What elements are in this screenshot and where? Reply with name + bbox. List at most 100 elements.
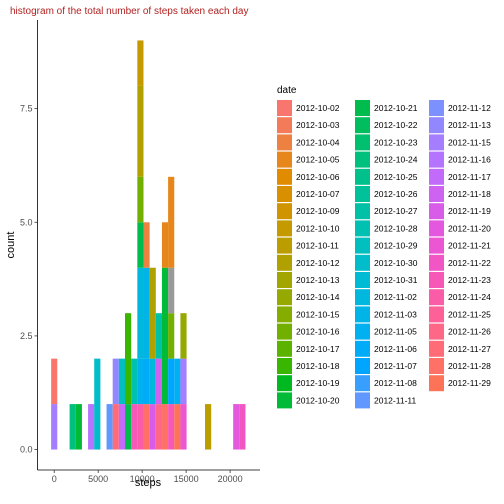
legend-label: 2012-10-04: [296, 137, 340, 147]
histogram-bar-segment: [143, 222, 150, 268]
histogram-bar-segment: [180, 404, 187, 450]
histogram-bar-segment: [51, 358, 58, 405]
legend-key: [355, 254, 370, 271]
legend-key: [429, 100, 444, 116]
legend-label: 2012-10-03: [296, 120, 340, 130]
legend-label: 2012-10-19: [296, 378, 340, 388]
legend-key: [277, 134, 292, 151]
legend-label: 2012-10-14: [296, 292, 340, 302]
histogram-bar-segment: [161, 404, 169, 450]
histogram-bar-segment: [174, 358, 181, 405]
legend-key: [277, 272, 292, 288]
histogram-bar-segment: [125, 404, 132, 450]
histogram-bar-segment: [161, 267, 169, 405]
x-tick-label: 15000: [174, 474, 199, 484]
x-tick-label: 20000: [218, 474, 243, 484]
histogram-bar-segment: [137, 267, 144, 359]
legend-key: [277, 151, 292, 168]
legend-key: [277, 289, 292, 306]
legend-label: 2012-11-02: [374, 292, 417, 302]
legend-label: 2012-11-22: [448, 258, 491, 268]
histogram-bar-segment: [131, 358, 138, 405]
histogram-bar-segment: [125, 313, 132, 405]
legend-label: 2012-11-24: [448, 292, 491, 302]
legend-key: [277, 340, 292, 357]
y-axis-ticks: 0.0 2.5 5.0 7.5: [20, 104, 38, 455]
legend-label: 2012-11-17: [448, 172, 491, 182]
legend-label: 2012-10-18: [296, 361, 340, 371]
x-tick-label: 0: [52, 474, 57, 484]
histogram-bar-segment: [137, 404, 144, 450]
y-tick-label: 5.0: [20, 217, 33, 227]
legend-label: 2012-10-17: [296, 344, 340, 354]
legend-key: [429, 117, 444, 134]
legend-key: [429, 203, 444, 220]
legend-key: [429, 254, 444, 271]
histogram-bar-segment: [112, 358, 119, 405]
legend-key: [429, 340, 444, 357]
legend-label: 2012-10-27: [374, 206, 418, 216]
histogram-bar-segment: [174, 404, 181, 450]
x-tick-label: 5000: [88, 474, 108, 484]
legend-label: 2012-11-08: [374, 378, 417, 388]
legend-label: 2012-11-16: [448, 155, 491, 165]
legend: date 2012-10-02 2012-10-03 2012-10-04 2012-…: [277, 85, 491, 409]
histogram-bar-segment: [137, 358, 144, 405]
histogram-bar-segment: [88, 404, 95, 450]
histogram-bar-segment: [161, 222, 169, 268]
legend-label: 2012-10-16: [296, 327, 340, 337]
histogram-bar-segment: [180, 313, 187, 359]
y-axis-title: count: [5, 232, 17, 259]
legend-key: [277, 237, 292, 254]
histogram-bar-segment: [155, 313, 162, 359]
legend-key: [355, 220, 370, 237]
legend-label: 2012-11-11: [374, 395, 416, 405]
legend-key: [277, 392, 292, 409]
histogram-bar-segment: [143, 358, 150, 405]
legend-key: [429, 272, 444, 288]
legend-key: [355, 272, 370, 288]
legend-label: 2012-11-03: [374, 309, 417, 319]
legend-key: [355, 375, 370, 392]
legend-key: [355, 134, 370, 151]
histogram-bar-segment: [112, 404, 119, 450]
histogram-bar-segment: [155, 404, 162, 450]
legend-key: [277, 186, 292, 202]
histogram-bar-segment: [143, 404, 150, 450]
legend-key: [429, 306, 444, 323]
histogram-bar-segment: [94, 358, 101, 450]
legend-key: [277, 168, 292, 185]
legend-label: 2012-10-15: [296, 309, 340, 319]
legend-key: [277, 100, 292, 116]
legend-label: 2012-10-06: [296, 172, 340, 182]
y-tick-label: 2.5: [20, 331, 33, 341]
histogram-bar-segment: [137, 85, 144, 177]
histogram-bar-segment: [51, 404, 58, 450]
histogram-bar-segment: [143, 267, 150, 359]
legend-key: [355, 168, 370, 185]
legend-key: [355, 100, 370, 116]
legend-key: [429, 168, 444, 185]
legend-label: 2012-11-13: [448, 120, 491, 130]
legend-label: 2012-11-05: [374, 327, 417, 337]
histogram-bar-segment: [149, 404, 156, 450]
histogram-bar-segment: [137, 40, 144, 86]
legend-label: 2012-11-27: [448, 344, 491, 354]
legend-label: 2012-10-11: [296, 241, 339, 251]
legend-key: [355, 117, 370, 134]
x-axis-title: steps: [135, 477, 162, 489]
histogram-bar-segment: [118, 404, 126, 450]
histogram-bar-segment: [106, 404, 113, 450]
histogram-bar-segment: [149, 267, 156, 359]
legend-label: 2012-10-13: [296, 275, 340, 285]
histogram-bar-segment: [168, 404, 175, 450]
chart-title: histogram of the total number of steps t…: [10, 6, 248, 17]
legend-key: [355, 203, 370, 220]
legend-key: [429, 375, 444, 392]
legend-label: 2012-11-18: [448, 189, 491, 199]
legend-key: [429, 220, 444, 237]
legend-label: 2012-10-05: [296, 155, 340, 165]
histogram-bar-segment: [149, 358, 156, 405]
legend-key: [355, 323, 370, 340]
